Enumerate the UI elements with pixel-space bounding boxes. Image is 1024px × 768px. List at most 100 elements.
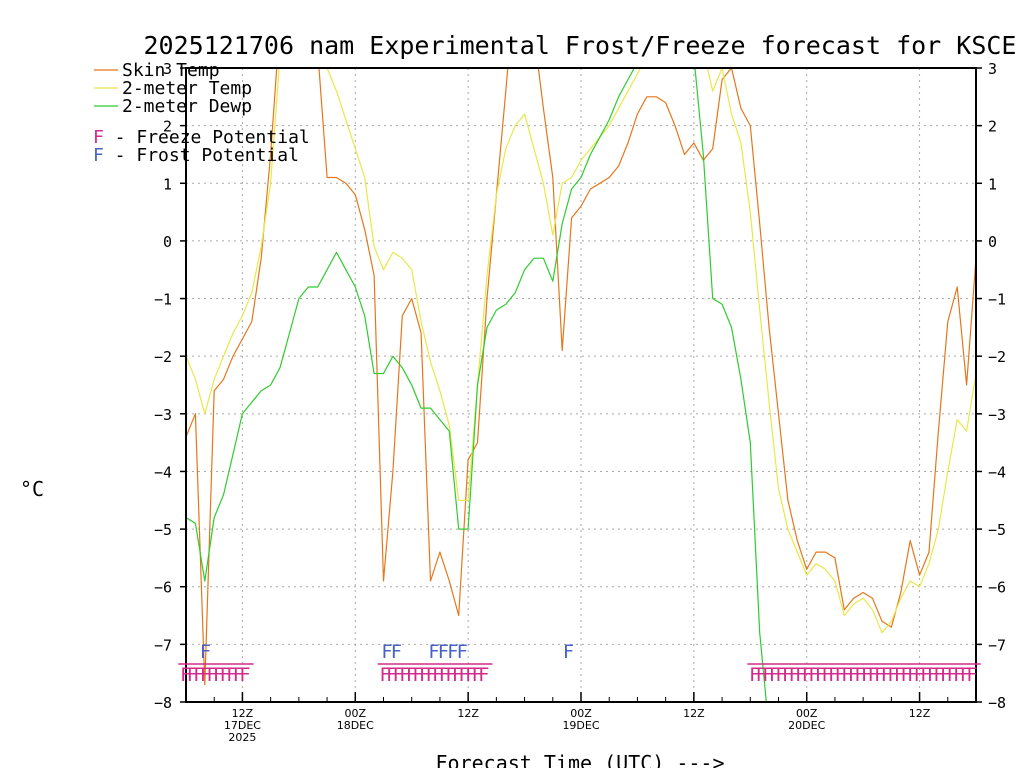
freeze-potential-marker: F (782, 664, 793, 686)
freeze-potential-marker: F (478, 664, 489, 686)
freeze-potential-marker: F (426, 664, 437, 686)
freeze-potential-marker: F (835, 664, 846, 686)
freeze-potential-marker: F (888, 664, 899, 686)
y-tick-label-left: −7 (154, 636, 172, 654)
freeze-potential-marker: F (439, 664, 450, 686)
freeze-potential-marker: F (868, 664, 879, 686)
freeze-potential-marker: F (934, 664, 945, 686)
freeze-potential-marker: F (776, 664, 787, 686)
frost-potential-marker: F (200, 641, 211, 663)
freeze-potential-marker: F (901, 664, 912, 686)
frost-potential-marker: F (457, 641, 468, 663)
x-tick-label: 18DEC (337, 719, 374, 732)
y-tick-label-right: −1 (988, 291, 1006, 309)
freeze-potential-marker: F (802, 664, 813, 686)
freeze-potential-marker: F (406, 664, 417, 686)
freeze-potential-marker: F (200, 664, 211, 686)
freeze-potential-marker: F (386, 664, 397, 686)
grid (186, 68, 976, 702)
x-tick-label: 20DEC (788, 719, 825, 732)
freeze-potential-marker: F (452, 664, 463, 686)
y-tick-label-right: 3 (988, 60, 997, 78)
freeze-potential-marker: F (842, 664, 853, 686)
y-tick-label-left: 2 (163, 118, 172, 136)
legend-marker-letter: F (93, 127, 104, 148)
y-tick-label-right: −6 (988, 579, 1006, 597)
freeze-potential-marker: F (947, 664, 958, 686)
freeze-potential-marker: F (380, 664, 391, 686)
x-tick-label: 19DEC (562, 719, 599, 732)
freeze-potential-marker: F (769, 664, 780, 686)
frost-potential-marker: F (438, 641, 449, 663)
freeze-potential-marker: F (855, 664, 866, 686)
freeze-potential-marker: F (465, 664, 476, 686)
legend-marker-letter: F (93, 145, 104, 166)
freeze-potential-marker: F (789, 664, 800, 686)
frost-potential-marker: F (563, 641, 574, 663)
freeze-potential-marker: F (240, 664, 251, 686)
freeze-potential-marker: F (213, 664, 224, 686)
series-layer (186, 68, 976, 702)
freeze-potential-marker: F (419, 664, 430, 686)
y-tick-label-right: 1 (988, 175, 997, 193)
x-tick-label: 00Z (345, 707, 367, 720)
series-line-skin-temp (186, 68, 976, 686)
x-tick-label: 00Z (570, 707, 592, 720)
freeze-potential-marker: F (756, 664, 767, 686)
freeze-potential-marker: F (432, 664, 443, 686)
legend-marker-entry: F - Frost Potential (93, 145, 299, 166)
y-tick-label-left: −1 (154, 291, 172, 309)
y-tick-label-left: −2 (154, 348, 172, 366)
freeze-potential-marker: F (187, 664, 198, 686)
x-tick-label: 00Z (796, 707, 818, 720)
freeze-potential-marker: F (815, 664, 826, 686)
freeze-potential-marker: F (967, 664, 978, 686)
legend-entry: Skin Temp (122, 60, 220, 81)
frost-potential-marker: F (391, 641, 402, 663)
y-tick-label-right: −3 (988, 406, 1006, 424)
freeze-potential-marker: F (399, 664, 410, 686)
freeze-potential-marker: F (220, 664, 231, 686)
legend-entry: 2-meter Temp (122, 78, 252, 99)
x-tick-label: 12Z (457, 707, 479, 720)
freeze-potential-marker: F (828, 664, 839, 686)
chart-title: 2025121706 nam Experimental Frost/Freeze… (144, 31, 1017, 60)
y-tick-label-right: −7 (988, 636, 1006, 654)
y-tick-label-right: −8 (988, 694, 1006, 712)
freeze-potential-marker: F (413, 664, 424, 686)
series-line-2-meter-temp (186, 68, 976, 634)
freeze-potential-marker: F (226, 664, 237, 686)
y-tick-label-right: 0 (988, 233, 997, 251)
frost-potential-marker: F (429, 641, 440, 663)
y-tick-label-left: −8 (154, 694, 172, 712)
freeze-potential-marker: F (207, 664, 218, 686)
y-tick-label-left: −3 (154, 406, 172, 424)
y-tick-label-left: −5 (154, 521, 172, 539)
freeze-potential-marker: F (459, 664, 470, 686)
x-tick-label: 17DEC (224, 719, 261, 732)
freeze-potential-marker: F (749, 664, 760, 686)
freeze-potential-marker: F (927, 664, 938, 686)
legend-marker-entry: F - Freeze Potential (93, 127, 310, 148)
freeze-potential-marker: F (914, 664, 925, 686)
freeze-potential-marker: F (393, 664, 404, 686)
freeze-potential-marker: F (194, 664, 205, 686)
freeze-potential-marker: F (180, 664, 191, 686)
freeze-potential-marker: F (795, 664, 806, 686)
freeze-potential-marker: F (861, 664, 872, 686)
y-tick-label-right: 2 (988, 118, 997, 136)
y-tick-label-right: −2 (988, 348, 1006, 366)
freeze-potential-marker: F (472, 664, 483, 686)
freeze-potential-marker: F (446, 664, 457, 686)
x-tick-label: 12Z (909, 707, 931, 720)
freeze-potential-marker: F (874, 664, 885, 686)
legend-marker-text: - Frost Potential (104, 145, 299, 166)
freeze-potential-marker: F (907, 664, 918, 686)
series-line-2-meter-dewp (186, 68, 976, 702)
x-tick-label: 2025 (228, 731, 256, 744)
plot-frame (185, 67, 977, 703)
